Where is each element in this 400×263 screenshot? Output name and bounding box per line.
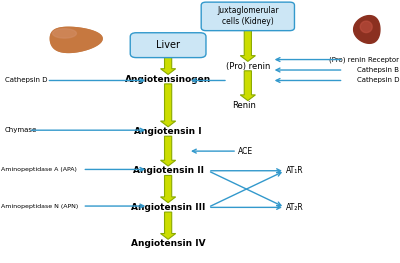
Text: Angiotensin IV: Angiotensin IV	[131, 240, 206, 249]
Text: (Pro) renin Receptor: (Pro) renin Receptor	[329, 56, 399, 63]
Text: Angiotensin III: Angiotensin III	[131, 203, 205, 212]
Text: AT₁R: AT₁R	[286, 166, 303, 175]
FancyArrow shape	[240, 71, 256, 101]
FancyArrow shape	[160, 136, 176, 166]
Text: Renin: Renin	[232, 101, 256, 110]
Text: Chymase: Chymase	[5, 127, 37, 133]
Text: Angiotensin II: Angiotensin II	[133, 166, 204, 175]
Text: Liver: Liver	[156, 40, 180, 50]
Text: Angiotensinogen: Angiotensinogen	[125, 75, 211, 84]
FancyArrow shape	[240, 28, 256, 61]
Text: Juxtaglomerular
cells (Kidney): Juxtaglomerular cells (Kidney)	[217, 6, 279, 27]
FancyArrow shape	[160, 212, 176, 239]
Polygon shape	[50, 27, 102, 52]
Text: Aminopeptidase N (APN): Aminopeptidase N (APN)	[1, 204, 78, 209]
FancyArrow shape	[160, 175, 176, 203]
Text: (Pro) renin: (Pro) renin	[226, 62, 270, 70]
Polygon shape	[354, 16, 380, 43]
Polygon shape	[52, 29, 76, 38]
Text: Angiotensin I: Angiotensin I	[134, 127, 202, 136]
Text: Cathepsin D: Cathepsin D	[5, 78, 47, 83]
FancyBboxPatch shape	[201, 2, 294, 31]
Text: Aminopeptidase A (APA): Aminopeptidase A (APA)	[1, 167, 76, 172]
Polygon shape	[360, 21, 372, 33]
Text: Cathepsin B: Cathepsin B	[357, 67, 399, 73]
Text: ACE: ACE	[238, 146, 253, 156]
Text: Cathepsin D: Cathepsin D	[357, 78, 399, 83]
Polygon shape	[50, 27, 102, 52]
FancyBboxPatch shape	[130, 33, 206, 58]
FancyArrow shape	[160, 54, 176, 74]
FancyArrow shape	[160, 84, 176, 127]
Text: AT₂R: AT₂R	[286, 203, 304, 212]
